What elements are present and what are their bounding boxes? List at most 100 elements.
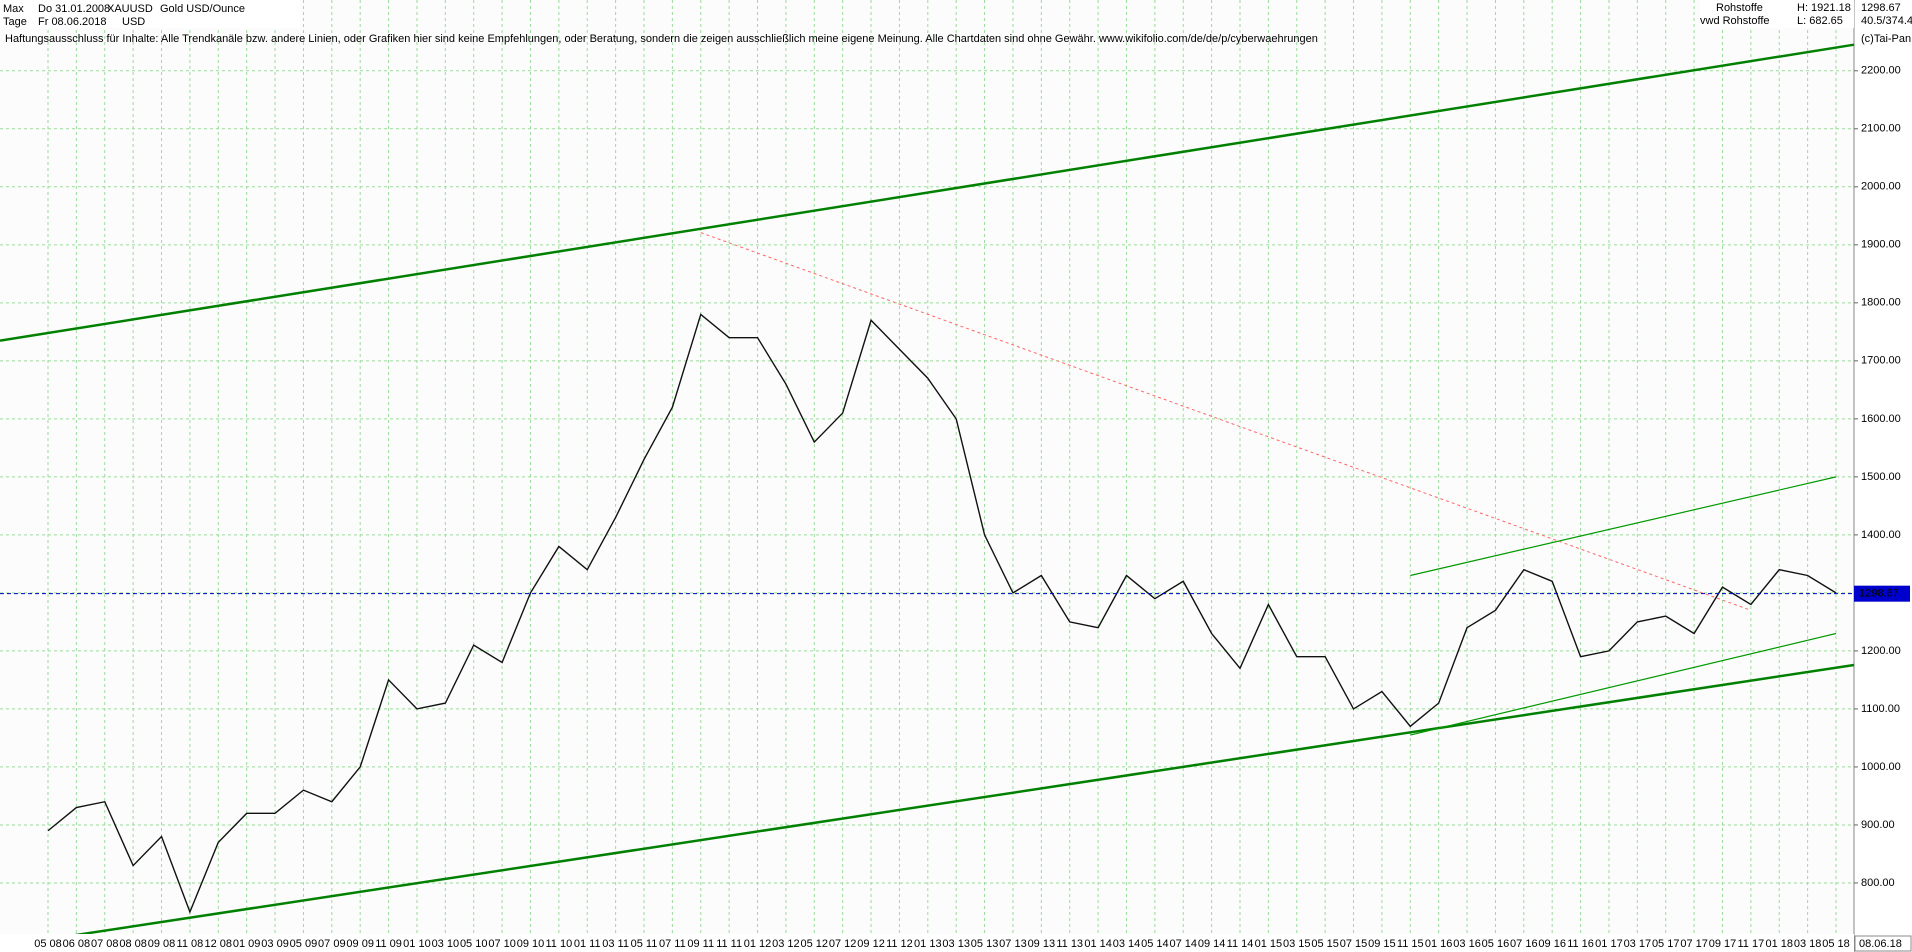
x-tick-label: 07 17 xyxy=(1680,938,1708,950)
y-tick-label: 2100.00 xyxy=(1861,123,1901,135)
x-tick-label: 08 08 xyxy=(119,938,147,950)
end-date: Fr 08.06.2018 xyxy=(38,16,107,28)
x-tick-label: 09 16 xyxy=(1538,938,1566,950)
axis-background xyxy=(1854,0,1912,952)
x-tick-label: 03 13 xyxy=(942,938,970,950)
scale-info: 40.5/374.4 xyxy=(1861,15,1912,27)
x-tick-label: 05 12 xyxy=(801,938,829,950)
x-tick-label: 11 10 xyxy=(545,938,572,950)
x-tick-label: 03 11 xyxy=(602,938,629,950)
x-tick-label: 03 18 xyxy=(1794,938,1822,950)
trend-line xyxy=(1410,632,1837,736)
x-tick-label: 03 17 xyxy=(1624,938,1652,950)
x-tick-label: 09 14 xyxy=(1198,938,1226,950)
x-tick-label: 07 12 xyxy=(829,938,857,950)
y-tick-label: 1700.00 xyxy=(1861,355,1901,367)
end-date-box xyxy=(1854,935,1912,952)
last-value-header: 1298.67 xyxy=(1861,2,1901,14)
x-tick-label: 05 14 xyxy=(1141,938,1169,950)
chart-title: Gold USD/Ounce xyxy=(160,3,245,15)
x-tick-label: 11 15 xyxy=(1397,938,1424,950)
x-tick-label: 03 10 xyxy=(432,938,460,950)
x-tick-label: 05 15 xyxy=(1311,938,1339,950)
high-label: H: 1921.18 xyxy=(1797,2,1851,14)
copyright: (c)Tai-Pan xyxy=(1861,33,1911,45)
trend-line xyxy=(0,43,1855,342)
last-value-label: 1298.67 xyxy=(1859,588,1899,600)
x-tick-label: 03 14 xyxy=(1113,938,1141,950)
x-tick-label: 11 12 xyxy=(886,938,913,950)
y-tick-label: 1200.00 xyxy=(1861,645,1901,657)
x-tick-label: 09 09 xyxy=(346,938,374,950)
y-tick-label: 1000.00 xyxy=(1861,761,1901,773)
x-tick-label: 11 13 xyxy=(1056,938,1083,950)
symbol: XAUUSD xyxy=(107,3,153,15)
x-tick-label: 01 12 xyxy=(744,938,772,950)
y-tick-label: 800.00 xyxy=(1861,877,1895,889)
end-date-label: 08.06.18 xyxy=(1859,938,1902,950)
period[interactable]: Max xyxy=(3,3,24,15)
x-tick-label: 09 13 xyxy=(1028,938,1056,950)
x-tick-label: 07 15 xyxy=(1340,938,1368,950)
x-tick-label: 07 13 xyxy=(999,938,1027,950)
x-tick-label: 07 11 xyxy=(659,938,686,950)
price-line xyxy=(47,313,1837,914)
x-tick-label: 09 08 xyxy=(148,938,176,950)
x-tick-label: 01 11 xyxy=(574,938,601,950)
plot-background xyxy=(0,0,1854,952)
x-tick-label: 06 08 xyxy=(63,938,91,950)
y-tick-label: 1500.00 xyxy=(1861,471,1901,483)
source: vwd Rohstoffe xyxy=(1700,15,1770,27)
x-tick-label: 11 09 xyxy=(375,938,402,950)
x-tick-label: 09 10 xyxy=(517,938,545,950)
x-tick-label: 05 10 xyxy=(460,938,488,950)
x-tick-label: 03 15 xyxy=(1283,938,1311,950)
x-tick-label: 07 08 xyxy=(91,938,119,950)
x-tick-label: 03 16 xyxy=(1453,938,1481,950)
x-tick-label: 03 09 xyxy=(261,938,289,950)
x-tick-label: 05 17 xyxy=(1652,938,1680,950)
y-tick-label: 1400.00 xyxy=(1861,529,1901,541)
y-tick-label: 1100.00 xyxy=(1861,703,1900,715)
header-box xyxy=(0,0,300,28)
x-tick-label: 07 14 xyxy=(1169,938,1197,950)
currency: USD xyxy=(122,16,145,28)
x-tick-label: 05 13 xyxy=(971,938,999,950)
x-tick-label: 07 16 xyxy=(1510,938,1538,950)
x-tick-label: 01 10 xyxy=(403,938,431,950)
exchange: Rohstoffe xyxy=(1716,2,1763,14)
x-tick-label: 05 09 xyxy=(290,938,318,950)
x-tick-label: 01 15 xyxy=(1255,938,1283,950)
x-tick-label: 11 17 xyxy=(1737,938,1764,950)
x-tick-label: 11 11 xyxy=(716,938,742,950)
x-tick-label: 01 09 xyxy=(233,938,261,950)
x-tick-label: 07 10 xyxy=(488,938,516,950)
x-tick-label: 05 08 xyxy=(34,938,62,950)
trend-line xyxy=(0,663,1855,948)
x-tick-label: 05 16 xyxy=(1482,938,1510,950)
info-box xyxy=(1700,0,1854,28)
x-tick-label: 09 15 xyxy=(1368,938,1396,950)
disclaimer: Haftungsausschluss für Inhalte: Alle Tre… xyxy=(5,33,1318,45)
x-tick-label: 11 14 xyxy=(1227,938,1254,950)
y-tick-label: 2000.00 xyxy=(1861,181,1901,193)
start-date: Do 31.01.2008 xyxy=(38,3,110,15)
x-tick-label: 12 08 xyxy=(205,938,233,950)
plot-layer xyxy=(0,0,1855,948)
y-tick-label: 1900.00 xyxy=(1861,239,1901,251)
x-tick-label: 03 12 xyxy=(772,938,800,950)
x-tick-label: 05 11 xyxy=(631,938,658,950)
y-tick-label: 1800.00 xyxy=(1861,297,1901,309)
y-tick-label: 900.00 xyxy=(1861,819,1895,831)
interval[interactable]: Tage xyxy=(3,16,27,28)
x-tick-label: 09 12 xyxy=(857,938,885,950)
x-tick-label: 05 18 xyxy=(1822,938,1850,950)
x-tick-label: 11 08 xyxy=(177,938,204,950)
x-tick-label: 07 09 xyxy=(318,938,346,950)
x-tick-label: 01 16 xyxy=(1425,938,1453,950)
x-tick-label: 01 14 xyxy=(1084,938,1112,950)
x-axis-strip xyxy=(0,934,1854,952)
x-tick-label: 01 17 xyxy=(1595,938,1623,950)
x-tick-label: 01 18 xyxy=(1765,938,1793,950)
